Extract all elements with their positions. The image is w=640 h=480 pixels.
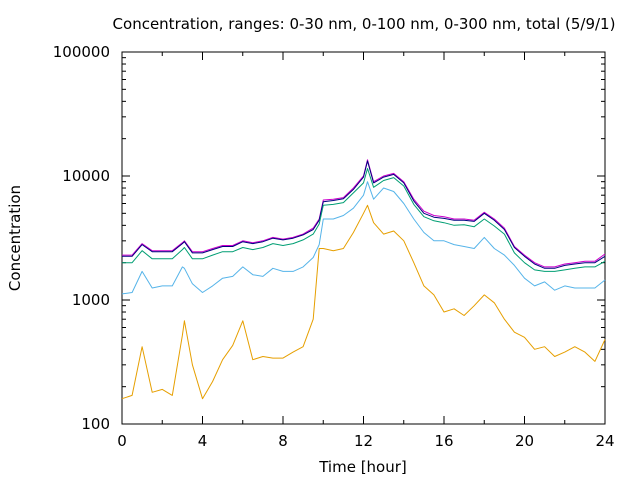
series-line-5 xyxy=(121,204,606,400)
series-line-1 xyxy=(122,159,606,268)
y-tick-label: 100000 xyxy=(53,43,110,61)
chart-title: Concentration, ranges: 0-30 nm, 0-100 nm… xyxy=(113,15,616,33)
y-tick-label: 1000 xyxy=(72,291,110,309)
x-tick-label: 4 xyxy=(198,432,208,450)
series-line-3 xyxy=(122,168,606,272)
y-tick-label: 10000 xyxy=(62,167,110,185)
x-tick-label: 20 xyxy=(515,432,534,450)
x-axis-ticks: 0 4 8 12 16 20 24 xyxy=(117,52,615,450)
x-tick-label: 24 xyxy=(595,432,614,450)
y-axis-ticks: 100 1000 10000 100000 xyxy=(53,43,605,433)
x-tick-label: 8 xyxy=(278,432,288,450)
series-line-2 xyxy=(122,160,606,269)
x-tick-label: 0 xyxy=(117,432,127,450)
series-lines xyxy=(121,159,606,400)
series-line-4 xyxy=(121,181,606,295)
x-tick-label: 16 xyxy=(434,432,453,450)
x-tick-label: 12 xyxy=(354,432,373,450)
y-axis-label: Concentration xyxy=(6,185,24,291)
x-axis-label: Time [hour] xyxy=(318,458,407,476)
y-tick-label: 100 xyxy=(81,415,110,433)
plot-frame xyxy=(121,51,606,425)
